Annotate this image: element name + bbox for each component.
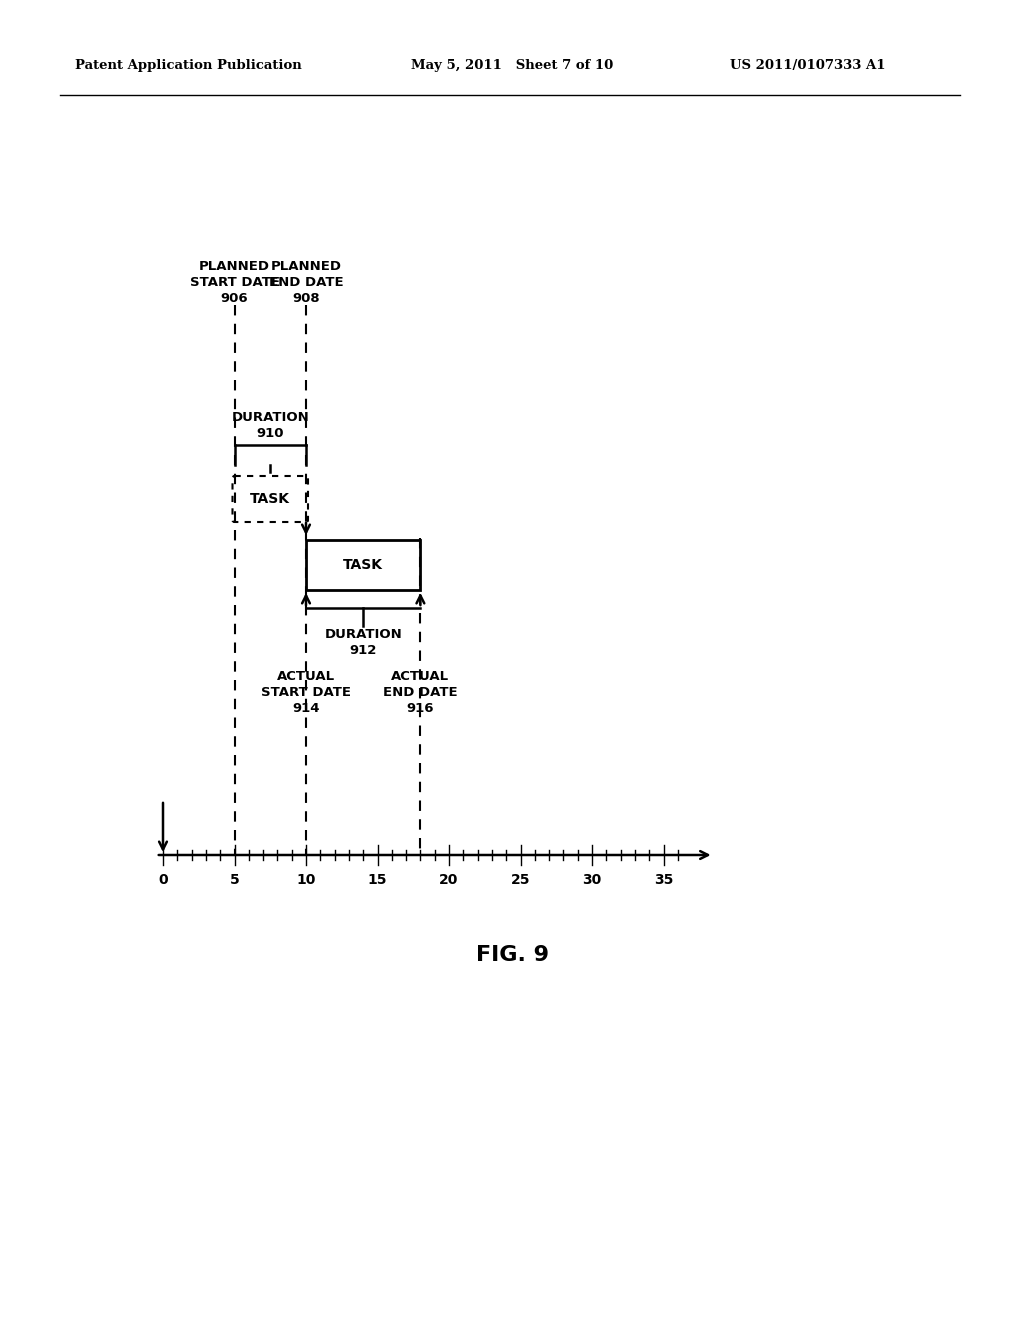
Text: US 2011/0107333 A1: US 2011/0107333 A1 (730, 58, 886, 71)
Text: 0: 0 (158, 873, 168, 887)
Text: 35: 35 (653, 873, 673, 887)
Text: 20: 20 (439, 873, 459, 887)
FancyBboxPatch shape (232, 477, 308, 521)
Text: TASK: TASK (250, 492, 290, 506)
Text: ACTUAL
END DATE
916: ACTUAL END DATE 916 (383, 671, 458, 715)
Text: 25: 25 (511, 873, 530, 887)
Text: FIG. 9: FIG. 9 (475, 945, 549, 965)
Text: May 5, 2011   Sheet 7 of 10: May 5, 2011 Sheet 7 of 10 (411, 58, 613, 71)
Text: Patent Application Publication: Patent Application Publication (75, 58, 302, 71)
Text: PLANNED
START DATE
906: PLANNED START DATE 906 (189, 260, 280, 305)
Text: 5: 5 (229, 873, 240, 887)
Text: ACTUAL
START DATE
914: ACTUAL START DATE 914 (261, 671, 351, 715)
Text: DURATION
910: DURATION 910 (231, 411, 309, 440)
Text: 15: 15 (368, 873, 387, 887)
Text: PLANNED
END DATE
908: PLANNED END DATE 908 (268, 260, 343, 305)
Bar (306, 540, 421, 590)
Text: DURATION
912: DURATION 912 (325, 628, 402, 657)
Text: 10: 10 (296, 873, 315, 887)
Text: TASK: TASK (343, 558, 383, 572)
Text: 30: 30 (583, 873, 602, 887)
